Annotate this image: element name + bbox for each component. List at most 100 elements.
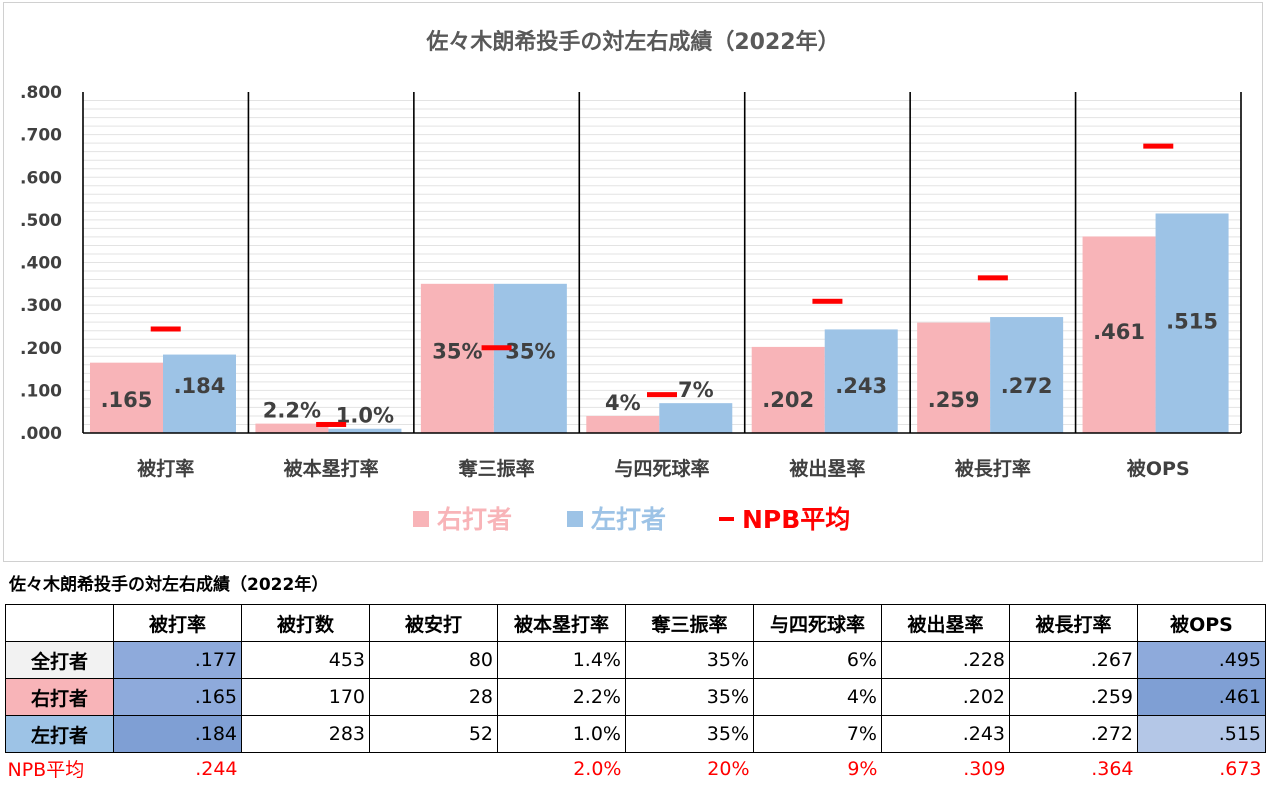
table-cell: .364 (1091, 757, 1134, 780)
table-cell: 80 (369, 641, 498, 679)
table-cell (370, 753, 498, 785)
bar-right-batter (90, 362, 163, 433)
table-cell: 7% (753, 715, 882, 753)
npb-average-marker (647, 392, 677, 398)
bar-right-batter (586, 415, 660, 433)
bar-right-batter (917, 322, 991, 433)
npb-average-marker (150, 326, 181, 332)
x-category-label: 被OPS (1127, 457, 1190, 480)
bar-left-batter (659, 403, 733, 433)
table-corner-cell (5, 604, 114, 642)
x-category-label: 被打率 (137, 457, 194, 480)
header-hit-rate: 被打率 (113, 604, 242, 642)
table-cell: 1.0% (497, 715, 626, 753)
table-cell: 6% (753, 641, 882, 679)
row-label-all: 全打者 (5, 641, 114, 679)
bar-right-batter (1082, 236, 1156, 433)
header-bb-rate: 与四死球率 (753, 604, 882, 642)
data-label: .515 (1166, 310, 1218, 334)
table-cell: .243 (881, 715, 1010, 753)
bar-left-batter (990, 317, 1064, 433)
table-row-left: 左打者 .184 283 52 1.0% 35% 7% .243 .272 .5… (5, 715, 1266, 753)
data-label: .243 (835, 374, 887, 398)
data-label: .461 (1093, 320, 1145, 344)
y-tick-label: .400 (20, 254, 62, 274)
legend-label-left-batter: 左打者 (591, 505, 666, 534)
y-tick-label: .100 (20, 381, 62, 401)
table-cell: .272 (1009, 715, 1138, 753)
table-cell: .184 (113, 715, 242, 753)
table-cell: .165 (113, 678, 242, 716)
data-label: 7% (678, 378, 714, 402)
bar-left-batter (824, 329, 898, 433)
row-label-npb: NPB平均 (5, 752, 114, 785)
header-k-rate: 奪三振率 (625, 604, 754, 642)
x-category-label: 被長打率 (955, 457, 1031, 480)
y-tick-label: .700 (20, 126, 62, 146)
table-cell: 35% (625, 641, 754, 679)
y-tick-label: .000 (20, 424, 62, 444)
table-title: 佐々木朗希投手の対左右成績（2022年） (9, 575, 329, 595)
table-row-npb: NPB平均 .244 2.0% 20% 9% .309 .364 .673 (5, 752, 1266, 785)
data-label: .272 (1001, 374, 1053, 398)
table-cell: 2.0% (573, 757, 622, 780)
bar-left-batter (1155, 213, 1229, 433)
data-label: 2.2% (263, 399, 321, 423)
table-cell: .177 (113, 641, 242, 679)
row-label-right: 右打者 (5, 678, 114, 716)
header-slg: 被長打率 (1009, 604, 1138, 642)
x-category-label: 奪三振率 (458, 457, 535, 480)
data-label: .259 (928, 388, 980, 412)
chart-title: 佐々木朗希投手の対左右成績（2022年） (425, 29, 839, 55)
legend-label-npb: NPB平均 (742, 505, 850, 534)
npb-average-marker (481, 345, 512, 351)
table-cell: .267 (1009, 641, 1138, 679)
header-at-bats: 被打数 (241, 604, 370, 642)
table-cell: 28 (369, 678, 498, 716)
table-cell: .202 (881, 678, 1010, 716)
table-cell: 52 (369, 715, 498, 753)
x-category-label: 被本塁打率 (284, 457, 379, 480)
header-hr-rate: 被本塁打率 (497, 604, 626, 642)
table-cell: .515 (1137, 715, 1266, 753)
stats-table: 被打率 被打数 被安打 被本塁打率 奪三振率 与四死球率 被出塁率 被長打率 被… (5, 604, 1266, 785)
x-category-label: 被出塁率 (789, 457, 865, 480)
header-obp: 被出塁率 (881, 604, 1010, 642)
row-label-left: 左打者 (5, 715, 114, 753)
table-cell: 283 (241, 715, 370, 753)
table-cell: 170 (241, 678, 370, 716)
chart-area: 佐々木朗希投手の対左右成績（2022年） .800 .700 .600 .500 .400… (3, 2, 1263, 562)
legend-swatch-left-batter (567, 511, 583, 527)
data-label: .165 (101, 388, 153, 412)
y-tick-label: .300 (20, 296, 62, 316)
table-cell: 35% (625, 715, 754, 753)
y-tick-label: .800 (20, 83, 62, 103)
npb-average-marker (316, 421, 347, 427)
table-cell: .461 (1137, 678, 1266, 716)
bar-right-batter (751, 346, 825, 433)
npb-average-marker (812, 298, 843, 304)
y-tick-label: .500 (20, 211, 62, 231)
x-category-label: 与四死球率 (614, 457, 709, 480)
data-label: 35% (432, 339, 482, 363)
table-row-all: 全打者 .177 453 80 1.4% 35% 6% .228 .267 .4… (5, 641, 1266, 679)
data-label: .202 (762, 388, 814, 412)
y-tick-label: .600 (20, 168, 62, 188)
data-label: .184 (174, 374, 226, 398)
legend-label-right-batter: 右打者 (437, 505, 512, 534)
table-cell: .244 (195, 757, 238, 780)
data-label: 4% (605, 391, 641, 415)
bar-chart: 佐々木朗希投手の対左右成績（2022年） .800 .700 .600 .500 .400… (20, 29, 1242, 534)
header-ops: 被OPS (1137, 604, 1266, 642)
table-cell: .309 (963, 757, 1006, 780)
table-cell: .495 (1137, 641, 1266, 679)
bar-right-batter (420, 283, 494, 433)
bar-right-batter (255, 423, 329, 433)
header-hits: 被安打 (369, 604, 498, 642)
table-header-row: 被打率 被打数 被安打 被本塁打率 奪三振率 与四死球率 被出塁率 被長打率 被… (5, 604, 1266, 642)
bar-left-batter (163, 354, 236, 433)
table-cell: 4% (753, 678, 882, 716)
table-cell: 453 (241, 641, 370, 679)
table-cell: 2.2% (497, 678, 626, 716)
npb-average-marker (977, 275, 1008, 281)
